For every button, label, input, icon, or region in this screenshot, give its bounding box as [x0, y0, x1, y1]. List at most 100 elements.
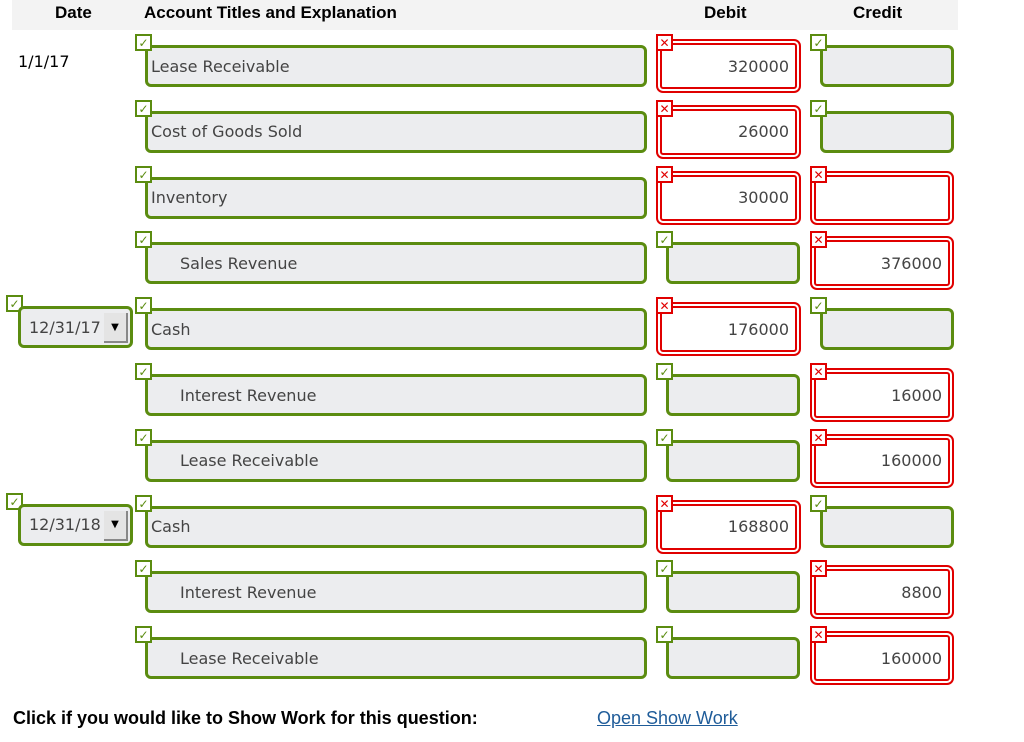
account-field[interactable]: Interest Revenue: [145, 374, 647, 416]
credit-field[interactable]: [820, 45, 954, 87]
account-field[interactable]: Interest Revenue: [145, 571, 647, 614]
journal-row: Sales Revenue ✓ ✓ 376000 ✕: [0, 230, 1024, 296]
debit-field[interactable]: 168800: [656, 499, 801, 554]
debit-value: 176000: [727, 319, 789, 339]
account-field[interactable]: Cash: [145, 505, 647, 548]
debit-field[interactable]: 320000: [656, 39, 801, 93]
check-icon: ✓: [656, 231, 673, 249]
check-icon: ✓: [135, 231, 152, 249]
check-icon: ✓: [135, 428, 152, 446]
journal-row: 1/1/17 Lease Receivable ✓ 320000 ✕ ✓: [0, 33, 1024, 99]
debit-value: 168800: [727, 517, 789, 537]
credit-field[interactable]: [810, 170, 954, 225]
account-value: Interest Revenue: [180, 582, 317, 602]
journal-row: Inventory ✓ 30000 ✕ ✕: [0, 165, 1024, 231]
account-field[interactable]: Lease Receivable: [145, 637, 647, 680]
debit-field[interactable]: [666, 439, 800, 482]
credit-field[interactable]: [820, 308, 954, 351]
open-show-work-link[interactable]: Open Show Work: [597, 708, 738, 728]
check-icon: ✓: [810, 34, 827, 51]
x-icon: ✕: [810, 560, 827, 578]
account-value: Interest Revenue: [180, 385, 317, 405]
journal-row: ✓ 12/31/18 ▼ Cash ✓ 168800 ✕ ✓: [0, 492, 1024, 560]
table-header: Date Account Titles and Explanation Debi…: [12, 0, 958, 30]
credit-value: 160000: [880, 451, 942, 471]
x-icon: ✕: [656, 99, 673, 117]
journal-row: Cost of Goods Sold ✓ 26000 ✕ ✓: [0, 99, 1024, 165]
credit-value: 16000: [891, 385, 942, 405]
credit-field[interactable]: [820, 505, 954, 548]
debit-field[interactable]: 30000: [656, 170, 801, 225]
credit-field[interactable]: [820, 110, 954, 153]
x-icon: ✕: [656, 494, 673, 512]
check-icon: ✓: [135, 560, 152, 578]
check-icon: ✓: [135, 165, 152, 183]
debit-field[interactable]: [666, 571, 800, 614]
credit-field[interactable]: 8800: [810, 565, 954, 620]
date-select[interactable]: 12/31/17 ▼: [18, 306, 133, 349]
journal-row: Interest Revenue ✓ ✓ 16000 ✕: [0, 362, 1024, 428]
debit-value: 26000: [738, 122, 789, 142]
check-icon: ✓: [135, 494, 152, 512]
x-icon: ✕: [810, 363, 827, 380]
credit-field[interactable]: 160000: [810, 433, 954, 488]
check-icon: ✓: [135, 34, 152, 51]
header-date: Date: [55, 3, 92, 22]
credit-value: 8800: [901, 582, 942, 602]
check-icon: ✓: [656, 560, 673, 578]
credit-field[interactable]: 160000: [810, 631, 954, 686]
date-select[interactable]: 12/31/18 ▼: [18, 503, 133, 546]
check-icon: ✓: [810, 297, 827, 315]
debit-field[interactable]: [666, 374, 800, 416]
entry-date: 1/1/17: [18, 52, 70, 71]
account-value: Cash: [151, 517, 191, 537]
account-field[interactable]: Sales Revenue: [145, 242, 647, 285]
account-value: Lease Receivable: [180, 648, 319, 668]
check-icon: ✓: [135, 626, 152, 644]
account-value: Lease Receivable: [151, 56, 290, 76]
check-icon: ✓: [810, 494, 827, 512]
header-credit: Credit: [853, 3, 903, 22]
caret-down-icon[interactable]: ▼: [104, 510, 128, 541]
debit-field[interactable]: [666, 637, 800, 680]
x-icon: ✕: [656, 165, 673, 183]
x-icon: ✕: [656, 297, 673, 315]
credit-value: 376000: [880, 253, 942, 273]
x-icon: ✕: [656, 34, 673, 51]
account-field[interactable]: Inventory: [145, 176, 647, 219]
date-select-value: 12/31/17: [29, 317, 101, 337]
credit-field[interactable]: 376000: [810, 236, 954, 291]
check-icon: ✓: [656, 428, 673, 446]
credit-value: 160000: [880, 648, 942, 668]
account-field[interactable]: Cost of Goods Sold: [145, 110, 647, 153]
show-work-prompt: Click if you would like to Show Work for…: [13, 708, 478, 728]
debit-field[interactable]: 176000: [656, 302, 801, 357]
x-icon: ✕: [810, 626, 827, 644]
check-icon: ✓: [135, 99, 152, 117]
debit-field[interactable]: [666, 242, 800, 285]
journal-row: Interest Revenue ✓ ✓ 8800 ✕: [0, 559, 1024, 625]
check-icon: ✓: [810, 99, 827, 117]
debit-field[interactable]: 26000: [656, 104, 801, 159]
account-field[interactable]: Cash: [145, 308, 647, 351]
check-icon: ✓: [135, 363, 152, 380]
x-icon: ✕: [810, 165, 827, 183]
debit-value: 320000: [727, 56, 789, 76]
caret-down-icon[interactable]: ▼: [104, 313, 128, 344]
account-value: Cash: [151, 319, 191, 339]
date-select-value: 12/31/18: [29, 515, 101, 535]
journal-row: Lease Receivable ✓ ✓ 160000 ✕: [0, 428, 1024, 494]
account-value: Inventory: [151, 188, 228, 208]
credit-field[interactable]: 16000: [810, 368, 954, 422]
debit-value: 30000: [738, 188, 789, 208]
account-field[interactable]: Lease Receivable: [145, 45, 647, 87]
journal-row: ✓ 12/31/17 ▼ Cash ✓ 176000 ✕ ✓: [0, 295, 1024, 362]
header-account: Account Titles and Explanation: [144, 3, 397, 22]
check-icon: ✓: [656, 363, 673, 380]
header-debit: Debit: [704, 3, 747, 22]
x-icon: ✕: [810, 428, 827, 446]
x-icon: ✕: [810, 231, 827, 249]
account-field[interactable]: Lease Receivable: [145, 439, 647, 482]
check-icon: ✓: [135, 297, 152, 315]
account-value: Cost of Goods Sold: [151, 122, 303, 142]
